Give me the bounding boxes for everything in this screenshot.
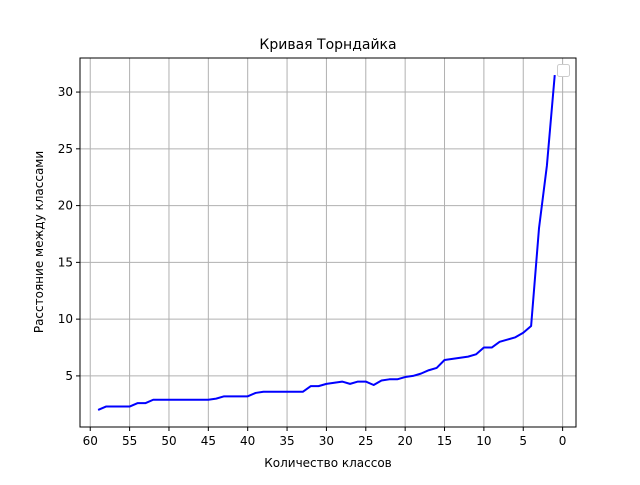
legend-box <box>557 64 570 77</box>
y-tick-label: 10 <box>58 312 73 326</box>
series-layer <box>97 74 556 411</box>
x-tick-label: 5 <box>519 434 527 448</box>
x-tick-label: 40 <box>240 434 255 448</box>
y-tick-label: 15 <box>58 255 73 269</box>
x-tick-label: 25 <box>358 434 373 448</box>
x-tick-label: 50 <box>161 434 176 448</box>
y-tick-label: 20 <box>58 199 73 213</box>
y-tick-label: 25 <box>58 142 73 156</box>
x-tick-label: 10 <box>476 434 491 448</box>
x-tick-label: 15 <box>437 434 452 448</box>
x-tick-label: 45 <box>201 434 216 448</box>
x-tick-label: 55 <box>122 434 137 448</box>
y-tick-label: 30 <box>58 85 73 99</box>
x-tick-label: 0 <box>559 434 567 448</box>
x-tick-label: 20 <box>398 434 413 448</box>
x-tick-label: 35 <box>279 434 294 448</box>
plot-frame <box>79 57 577 428</box>
x-tick-label: 60 <box>83 434 98 448</box>
grid-lines <box>80 58 576 427</box>
series-line <box>97 74 556 411</box>
y-axis-ticks: 5 10 15 20 25 30 <box>58 85 80 383</box>
y-axis-label: Расстояние между классами <box>32 151 46 333</box>
chart-title: Кривая Торндайка <box>259 37 396 53</box>
x-axis-ticks: 60 55 50 45 40 35 30 25 20 15 10 5 0 <box>83 427 567 448</box>
x-axis-label: Количество классов <box>264 456 392 470</box>
y-tick-label: 5 <box>65 369 73 383</box>
x-tick-label: 30 <box>319 434 334 448</box>
